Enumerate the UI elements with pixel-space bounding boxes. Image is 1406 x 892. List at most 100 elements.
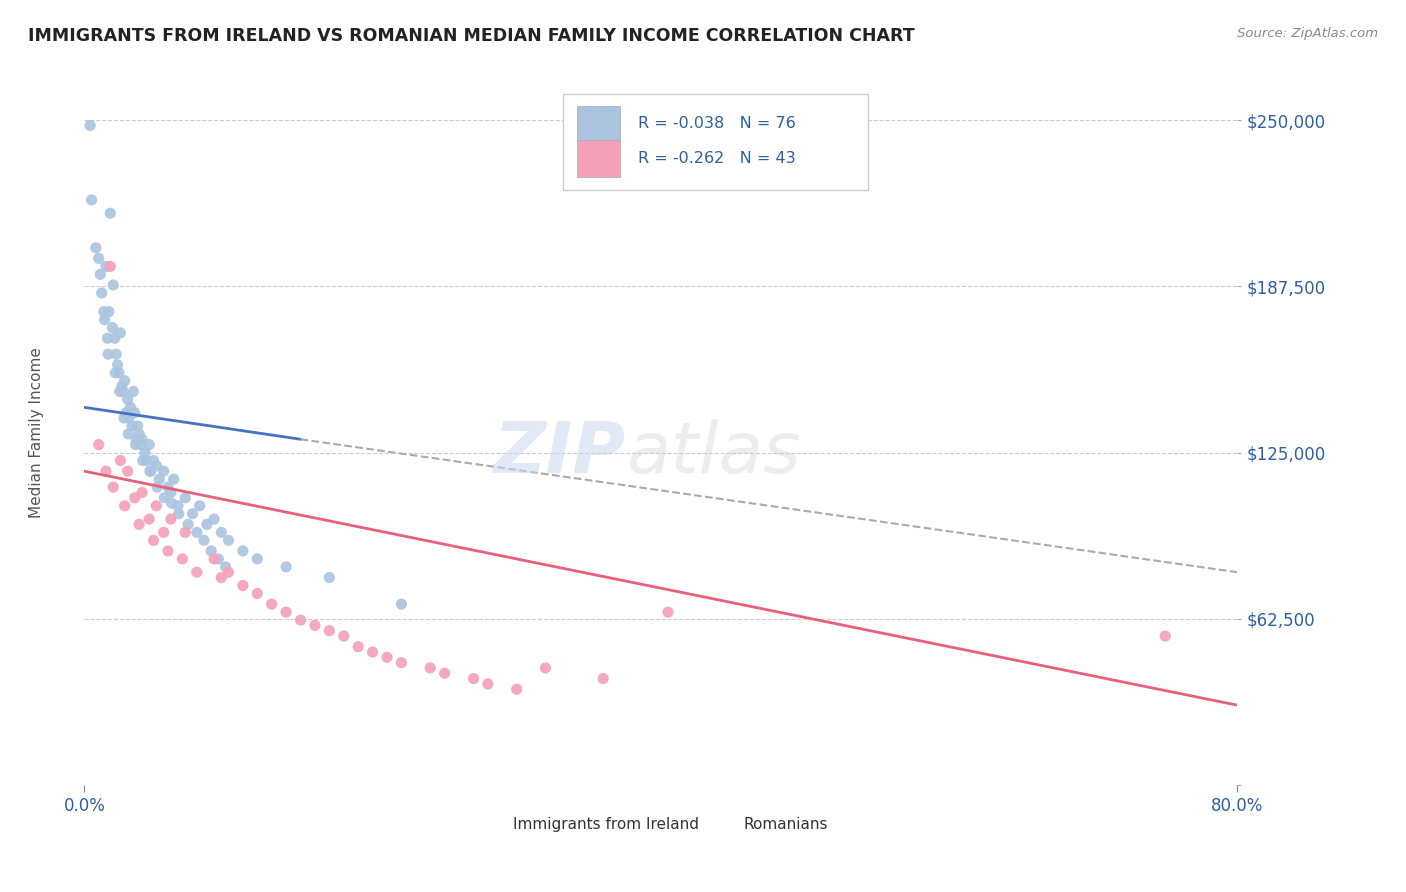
Point [433,666,456,681]
Point [246,586,269,600]
Point [195,517,218,532]
Point [112,384,135,399]
Point [131,485,153,500]
Point [592,672,614,686]
Point [218,566,240,580]
Point [347,640,370,654]
Point [156,544,179,558]
Point [156,480,179,494]
Point [87,252,110,266]
Point [174,491,197,505]
Point [112,411,135,425]
Point [304,618,326,632]
Point [134,445,156,459]
Point [139,464,162,478]
Point [94,464,117,478]
Text: Romanians: Romanians [744,817,828,832]
Point [127,419,149,434]
Point [115,406,138,420]
Point [146,480,169,494]
Point [117,464,139,478]
Point [163,472,186,486]
Point [108,366,131,380]
Point [200,544,222,558]
Point [148,472,170,486]
Point [94,260,117,274]
Point [153,491,176,505]
Text: R = -0.038   N = 76: R = -0.038 N = 76 [638,117,796,131]
Point [128,517,150,532]
Point [209,570,232,584]
Point [232,578,254,592]
Point [318,624,340,638]
Text: IMMIGRANTS FROM IRELAND VS ROMANIAN MEDIAN FAMILY INCOME CORRELATION CHART: IMMIGRANTS FROM IRELAND VS ROMANIAN MEDI… [28,27,915,45]
Point [419,661,441,675]
Point [276,560,298,574]
Point [463,672,485,686]
Text: Immigrants from Ireland: Immigrants from Ireland [513,817,699,832]
Point [103,278,124,293]
Point [152,464,174,478]
Point [104,366,127,380]
Bar [702,814,730,836]
Point [391,656,413,670]
Point [246,552,269,566]
Point [142,533,165,548]
Point [114,499,136,513]
Point [131,432,153,446]
Point [105,347,128,361]
Point [117,392,139,407]
Point [209,525,232,540]
Text: Source: ZipAtlas.com: Source: ZipAtlas.com [1237,27,1378,40]
Point [142,453,165,467]
Point [232,544,254,558]
Point [188,499,211,513]
Point [145,458,167,473]
Point [181,507,204,521]
Point [110,453,132,467]
Point [534,661,557,675]
Text: R = -0.262   N = 43: R = -0.262 N = 43 [638,151,796,166]
Point [93,304,115,318]
Point [120,401,142,415]
Point [186,566,208,580]
Point [97,304,120,318]
Point [87,437,110,451]
Point [333,629,356,643]
Bar [576,105,620,143]
Point [124,491,146,505]
FancyBboxPatch shape [562,95,869,189]
Point [107,358,129,372]
Point [657,605,679,619]
Point [128,426,150,441]
Point [104,331,127,345]
Point [375,650,398,665]
Point [93,312,115,326]
Point [90,285,112,300]
Point [186,525,208,540]
Point [96,331,118,345]
Point [103,480,124,494]
Point [80,193,103,207]
Point [111,379,134,393]
Point [174,525,197,540]
Point [160,485,183,500]
Point [98,206,121,220]
Point [167,499,190,513]
Bar [576,140,620,177]
Point [214,560,236,574]
Point [98,260,121,274]
Point [167,507,190,521]
Point [290,613,312,627]
Text: atlas: atlas [626,419,801,488]
Point [125,432,148,446]
Point [391,597,413,611]
Point [121,419,143,434]
Point [138,512,160,526]
Point [110,326,132,340]
Point [108,384,131,399]
Point [160,496,183,510]
Point [177,517,200,532]
Point [139,464,162,478]
Point [118,411,141,425]
